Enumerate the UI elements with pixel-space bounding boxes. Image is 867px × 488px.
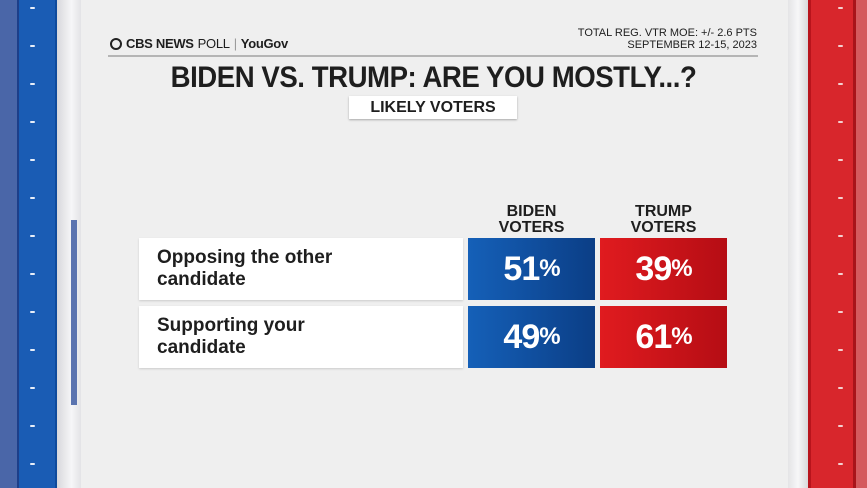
panel-tick (30, 83, 35, 85)
panel-tick (838, 463, 843, 465)
moe-text: TOTAL REG. VTR MOE: +/- 2.6 PTS (577, 27, 757, 39)
left-accent-bar (71, 220, 77, 405)
panel-tick (838, 235, 843, 237)
panel-tick (838, 159, 843, 161)
row-label: Opposing the other candidate (139, 238, 463, 300)
panel-tick (30, 7, 35, 9)
panel-tick (838, 7, 843, 9)
column-header-biden: BIDEN VOTERS (498, 203, 565, 236)
trump-value: 39 (635, 249, 672, 288)
percent-sign: % (539, 255, 560, 282)
trump-value: 61 (635, 317, 672, 356)
dates-text: SEPTEMBER 12-15, 2023 (627, 39, 757, 51)
panel-tick (30, 311, 35, 313)
panel-tick (30, 45, 35, 47)
panel-tick (838, 197, 843, 199)
poll-meta: TOTAL REG. VTR MOE: +/- 2.6 PTS SEPTEMBE… (578, 27, 757, 51)
percent-sign: % (671, 255, 692, 282)
panel-tick (838, 349, 843, 351)
panel-tick (30, 159, 35, 161)
panel-tick (838, 311, 843, 313)
panel-tick (30, 425, 35, 427)
biden-value: 51 (503, 249, 540, 288)
panel-tick (30, 273, 35, 275)
right-frame (788, 0, 808, 488)
panel-tick (838, 45, 843, 47)
logo-brand: CBS NEWS (126, 36, 194, 51)
biden-value: 49 (503, 317, 540, 356)
percent-sign: % (539, 323, 560, 350)
logo-partner: YouGov (240, 36, 288, 51)
panel-tick (30, 235, 35, 237)
panel-tick (838, 83, 843, 85)
panel-tick (838, 273, 843, 275)
biden-value-cell: 49% (468, 306, 595, 368)
logo-separator: | (233, 36, 237, 51)
panel-tick (838, 425, 843, 427)
left-blue-panel (0, 0, 57, 488)
column-header-trump: TRUMP VOTERS (630, 203, 697, 236)
cbs-yougov-logo: CBS NEWS POLL | YouGov (110, 36, 288, 51)
trump-value-cell: 61% (600, 306, 727, 368)
header-divider (108, 55, 758, 57)
left-frame (57, 0, 81, 488)
panel-tick (838, 387, 843, 389)
panel-tick (838, 121, 843, 123)
cbs-eye-icon (110, 37, 122, 50)
logo-poll: POLL (197, 36, 230, 51)
panel-tick (30, 121, 35, 123)
subtitle-badge: LIKELY VOTERS (349, 96, 517, 119)
biden-value-cell: 51% (468, 238, 595, 300)
panel-tick (30, 387, 35, 389)
percent-sign: % (671, 323, 692, 350)
right-red-panel (808, 0, 867, 488)
page-title: BIDEN VS. TRUMP: ARE YOU MOSTLY...? (170, 61, 697, 94)
row-label: Supporting your candidate (139, 306, 463, 368)
panel-tick (30, 463, 35, 465)
panel-tick (30, 197, 35, 199)
panel-tick (30, 349, 35, 351)
trump-value-cell: 39% (600, 238, 727, 300)
